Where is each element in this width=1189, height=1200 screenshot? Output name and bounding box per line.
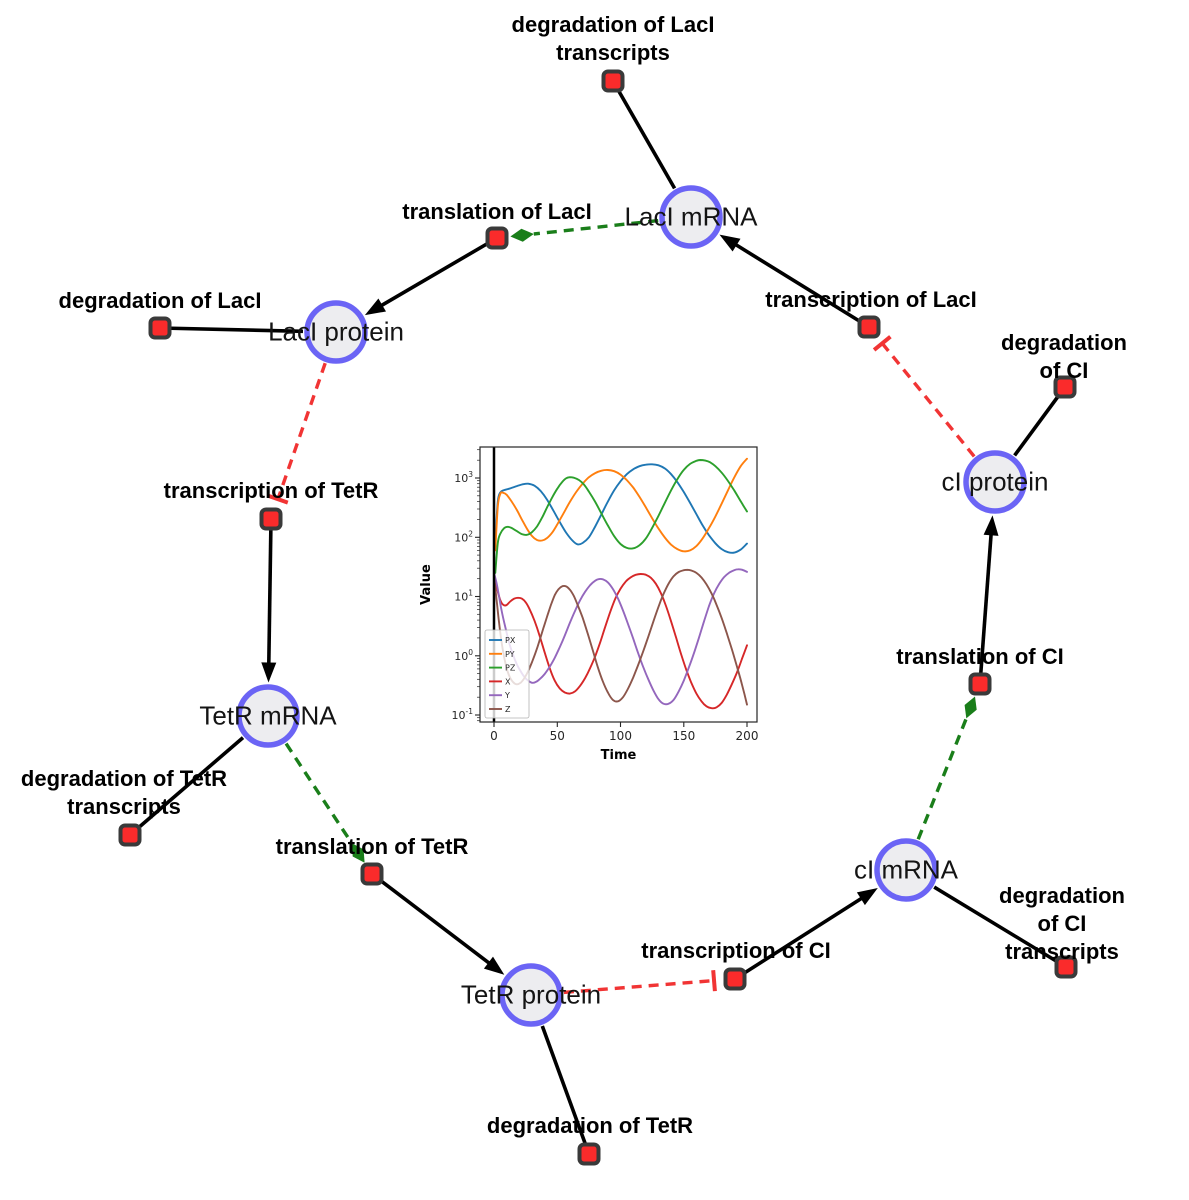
time-course-inset-plot: 0 50 100 150 20010-1100101102103TimeValuePXP… xyxy=(419,446,759,763)
reaction-node-deg_laci[interactable] xyxy=(148,316,172,340)
reaction-node-deg_laci_tx[interactable] xyxy=(601,69,625,93)
edge-ci_mrna-transl_ci xyxy=(916,696,977,840)
edge-tetr_mrna-transl_tetr xyxy=(284,742,365,863)
species-label-tetr_protein: TetR protein xyxy=(460,979,602,1010)
edge-tetr_mrna-deg_tetr_tx xyxy=(128,736,245,837)
reaction-node-transl_tetr[interactable] xyxy=(360,862,384,886)
species-node-tetr_protein[interactable] xyxy=(499,963,563,1027)
x-axis-label: Time xyxy=(601,748,637,763)
edge-transl_tetr-tetr_protein xyxy=(370,872,505,975)
edge-transl_ci-ci_protein xyxy=(978,515,999,685)
species-label-laci_mrna: LacI mRNA xyxy=(624,201,758,232)
reaction-node-deg_tetr_tx[interactable] xyxy=(118,823,142,847)
x-tick-label: 100 xyxy=(609,729,632,743)
reaction-label-transl_tetr: translation of TetR xyxy=(275,834,469,859)
y-tick-label: 103 xyxy=(454,470,473,485)
legend-label: PZ xyxy=(505,664,516,673)
reaction-label-deg_laci_tx: degradation of LacI transcripts xyxy=(511,12,715,65)
edge-tetr_protein-deg_tetr xyxy=(540,1025,591,1155)
edge-laci_protein-txn_tetr xyxy=(267,362,327,505)
legend-label: Z xyxy=(505,705,511,714)
legend: PX PY PZ XYZ xyxy=(484,629,530,719)
reaction-node-txn_tetr[interactable] xyxy=(259,507,283,531)
y-tick-label: 102 xyxy=(454,529,473,544)
x-tick-label: 50 xyxy=(550,729,565,743)
edge-transl_laci-laci_protein xyxy=(364,236,498,316)
y-axis-label: Value xyxy=(419,564,434,605)
series-lines xyxy=(493,457,748,710)
reaction-label-txn_ci: transcription of CI xyxy=(641,938,831,963)
reaction-label-deg_tetr_tx: degradation of TetR transcripts xyxy=(20,766,228,819)
series-line-PX xyxy=(494,463,748,554)
plot-frame xyxy=(479,446,758,723)
species-label-ci_mrna: cI mRNA xyxy=(854,854,958,885)
reaction-label-transl_ci: translation of CI xyxy=(896,644,1064,669)
edge-tetr_protein-txn_ci xyxy=(563,970,717,995)
edge-txn_ci-ci_mrna xyxy=(734,888,878,981)
reaction-node-transl_ci[interactable] xyxy=(968,672,992,696)
reaction-label-txn_tetr: transcription of TetR xyxy=(163,478,379,503)
species-label-ci_protein: cI protein xyxy=(941,466,1049,497)
reaction-node-deg_tetr[interactable] xyxy=(577,1142,601,1166)
reaction-label-deg_ci_tx: degradation of CI transcripts xyxy=(999,883,1125,964)
y-tick-label: 101 xyxy=(454,589,473,604)
reaction-label-transl_laci: translation of LacI xyxy=(402,199,592,224)
edge-ci_mrna-deg_ci_tx xyxy=(933,885,1067,969)
series-line-PY xyxy=(494,457,748,553)
reaction-node-deg_ci[interactable] xyxy=(1053,375,1077,399)
species-node-ci_protein[interactable] xyxy=(963,450,1027,514)
edge-txn_tetr-tetr_mrna xyxy=(261,518,277,683)
reaction-label-deg_tetr: degradation of TetR xyxy=(486,1113,694,1138)
edge-ci_protein-txn_laci xyxy=(872,335,976,458)
species-node-laci_protein[interactable] xyxy=(304,300,368,364)
edge-laci_mrna-transl_laci xyxy=(510,218,659,242)
species-label-laci_protein: LacI protein xyxy=(268,316,404,347)
species-node-tetr_mrna[interactable] xyxy=(236,684,300,748)
y-tick-label: 10-1 xyxy=(452,707,474,722)
edge-txn_laci-laci_mrna xyxy=(719,234,870,329)
reaction-label-txn_laci: transcription of LacI xyxy=(765,287,977,312)
y-tick-label: 100 xyxy=(454,648,473,663)
reaction-node-txn_laci[interactable] xyxy=(857,315,881,339)
series-line-PZ xyxy=(494,459,748,574)
x-tick-label: 200 xyxy=(736,729,759,743)
edge-laci_protein-deg_laci xyxy=(159,326,304,334)
reaction-node-deg_ci_tx[interactable] xyxy=(1054,955,1078,979)
reaction-label-deg_laci: degradation of LacI xyxy=(58,288,262,313)
reaction-node-txn_ci[interactable] xyxy=(723,967,747,991)
legend-label: PY xyxy=(505,650,515,659)
legend-label: PX xyxy=(505,636,516,645)
edge-laci_mrna-deg_laci_tx xyxy=(611,80,677,190)
series-line-X xyxy=(493,573,748,710)
legend-label: X xyxy=(505,677,511,686)
edge-ci_protein-deg_ci xyxy=(1013,385,1067,457)
x-tick-label: 150 xyxy=(672,729,695,743)
reaction-label-deg_ci: degradation of CI xyxy=(1001,330,1127,383)
species-node-laci_mrna[interactable] xyxy=(659,185,723,249)
species-node-ci_mrna[interactable] xyxy=(874,838,938,902)
x-tick-label: 0 xyxy=(490,729,498,743)
reaction-node-transl_laci[interactable] xyxy=(485,226,509,250)
species-label-tetr_mrna: TetR mRNA xyxy=(199,700,337,731)
legend-label: Y xyxy=(504,691,510,700)
